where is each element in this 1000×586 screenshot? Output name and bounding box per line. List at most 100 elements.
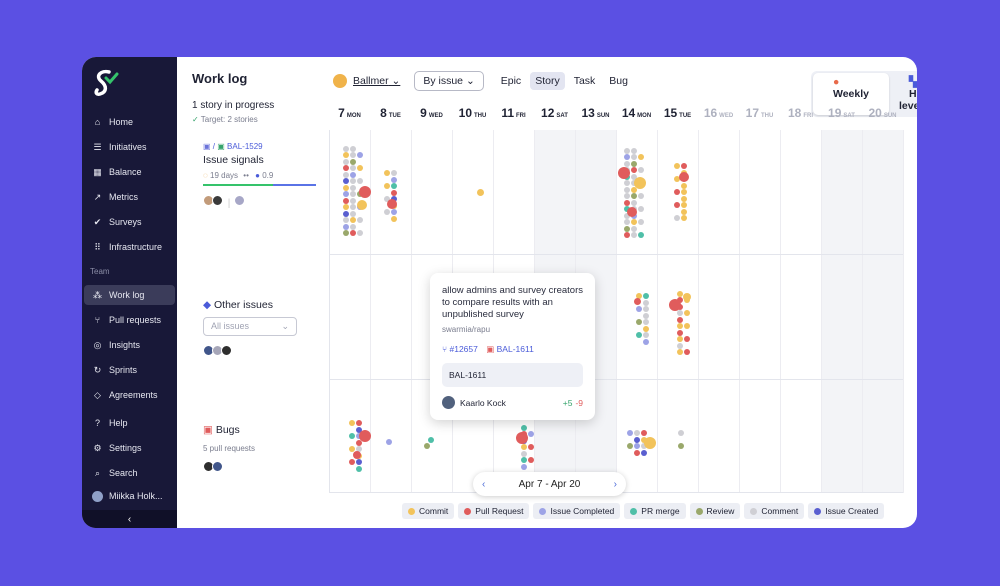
activity-dot[interactable] (627, 443, 633, 450)
activity-dot[interactable] (355, 459, 362, 466)
nav-sprints[interactable]: ↻ Sprints (93, 365, 138, 375)
activity-dot[interactable] (635, 306, 642, 313)
activity-dot[interactable] (623, 206, 630, 213)
activity-dot[interactable] (476, 188, 484, 196)
activity-dot[interactable] (637, 232, 644, 239)
view-weekly[interactable]: ● Weekly (813, 73, 889, 115)
issue-filter-dropdown[interactable]: All issues ⌄ (203, 317, 297, 336)
activity-dot[interactable] (627, 430, 633, 437)
activity-dot[interactable] (342, 178, 349, 185)
prev-week-button[interactable]: ‹ (482, 478, 486, 490)
collapse-sidebar-button[interactable]: ‹ (82, 510, 177, 528)
activity-dot[interactable] (355, 433, 362, 440)
activity-dot[interactable] (680, 195, 687, 202)
nav-balance[interactable]: ▦ Balance (93, 167, 142, 177)
activity-dot[interactable] (390, 189, 397, 196)
activity-dot[interactable] (355, 420, 362, 427)
nav-help[interactable]: ? Help (82, 413, 177, 433)
activity-dot[interactable] (677, 336, 683, 343)
activity-dot[interactable] (342, 145, 349, 152)
activity-dot[interactable] (355, 465, 362, 472)
activity-dot[interactable] (357, 200, 367, 210)
activity-dot[interactable] (623, 232, 630, 239)
activity-dot[interactable] (349, 223, 356, 230)
activity-dot[interactable] (618, 167, 630, 179)
activity-dot[interactable] (673, 163, 680, 169)
activity-dot[interactable] (623, 154, 630, 161)
activity-dot[interactable] (349, 171, 356, 178)
nav-insights[interactable]: ◎ Insights (93, 340, 141, 350)
activity-dot[interactable] (684, 349, 690, 356)
activity-dot[interactable] (637, 167, 644, 174)
activity-dot[interactable] (677, 329, 683, 336)
activity-dot[interactable] (680, 182, 687, 189)
nav-infrastructure[interactable]: ⠿ Infrastructure (82, 237, 177, 257)
activity-dot[interactable] (342, 171, 349, 178)
nav-search[interactable]: ⌕ Search (82, 463, 177, 483)
activity-dot[interactable] (680, 163, 687, 169)
activity-dot[interactable] (637, 219, 644, 226)
legend-item[interactable]: Commit (402, 503, 455, 519)
activity-dot[interactable] (679, 172, 689, 182)
activity-dot[interactable] (642, 293, 649, 300)
activity-dot[interactable] (521, 450, 527, 457)
activity-dot[interactable] (677, 316, 683, 323)
next-week-button[interactable]: › (613, 478, 617, 490)
activity-dot[interactable] (428, 437, 434, 443)
activity-dot[interactable] (669, 299, 681, 311)
activity-dot[interactable] (642, 306, 649, 313)
activity-dot[interactable] (633, 297, 641, 305)
legend-item[interactable]: Comment (744, 503, 805, 519)
activity-dot[interactable] (342, 165, 349, 172)
activity-dot[interactable] (359, 186, 371, 198)
user-selector[interactable]: Ballmer ⌄ (353, 75, 401, 87)
activity-dot[interactable] (630, 225, 637, 232)
activity-dot[interactable] (630, 154, 637, 161)
activity-dot[interactable] (677, 290, 683, 297)
activity-dot[interactable] (342, 210, 349, 217)
legend-item[interactable]: Issue Completed (533, 503, 621, 519)
activity-dot[interactable] (349, 152, 356, 159)
activity-dot[interactable] (424, 443, 430, 449)
activity-dot[interactable] (644, 437, 656, 449)
activity-dot[interactable] (349, 165, 356, 172)
activity-dot[interactable] (348, 433, 355, 440)
activity-dot[interactable] (634, 430, 640, 437)
activity-dot[interactable] (342, 217, 349, 224)
activity-dot[interactable] (635, 319, 642, 326)
tooltip-pr-link[interactable]: #12657 (449, 344, 478, 354)
story-name[interactable]: Issue signals (203, 154, 264, 166)
activity-dot[interactable] (528, 431, 534, 437)
activity-dot[interactable] (641, 449, 647, 456)
activity-dot[interactable] (630, 160, 637, 167)
legend-item[interactable]: PR merge (624, 503, 686, 519)
activity-dot[interactable] (623, 212, 630, 219)
activity-dot[interactable] (342, 191, 349, 198)
activity-dot[interactable] (521, 424, 527, 431)
activity-dot[interactable] (349, 210, 356, 217)
activity-dot[interactable] (355, 426, 362, 433)
activity-dot[interactable] (383, 209, 390, 216)
activity-dot[interactable] (356, 230, 363, 237)
activity-dot[interactable] (684, 336, 690, 343)
activity-dot[interactable] (342, 184, 349, 191)
activity-dot[interactable] (642, 338, 649, 345)
nav-agreements[interactable]: ◇ Agreements (82, 385, 177, 405)
activity-dot[interactable] (342, 152, 349, 159)
activity-dot[interactable] (642, 299, 649, 306)
legend-item[interactable]: Pull Request (458, 503, 530, 519)
activity-dot[interactable] (673, 176, 680, 182)
activity-dot[interactable] (637, 206, 644, 213)
activity-dot[interactable] (630, 193, 637, 200)
activity-dot[interactable] (348, 459, 355, 466)
activity-dot[interactable] (641, 430, 647, 437)
activity-dot[interactable] (349, 184, 356, 191)
activity-dot[interactable] (623, 180, 630, 187)
nav-metrics[interactable]: ↗ Metrics (93, 192, 138, 202)
activity-dot[interactable] (355, 446, 362, 453)
nav-profile[interactable]: Miikka Holk... (82, 486, 177, 506)
activity-dot[interactable] (383, 170, 390, 177)
nav-surveys[interactable]: ✔ Surveys (93, 217, 142, 227)
nav-initiatives[interactable]: ☰ Initiatives (93, 142, 147, 152)
activity-dot[interactable] (356, 217, 363, 224)
